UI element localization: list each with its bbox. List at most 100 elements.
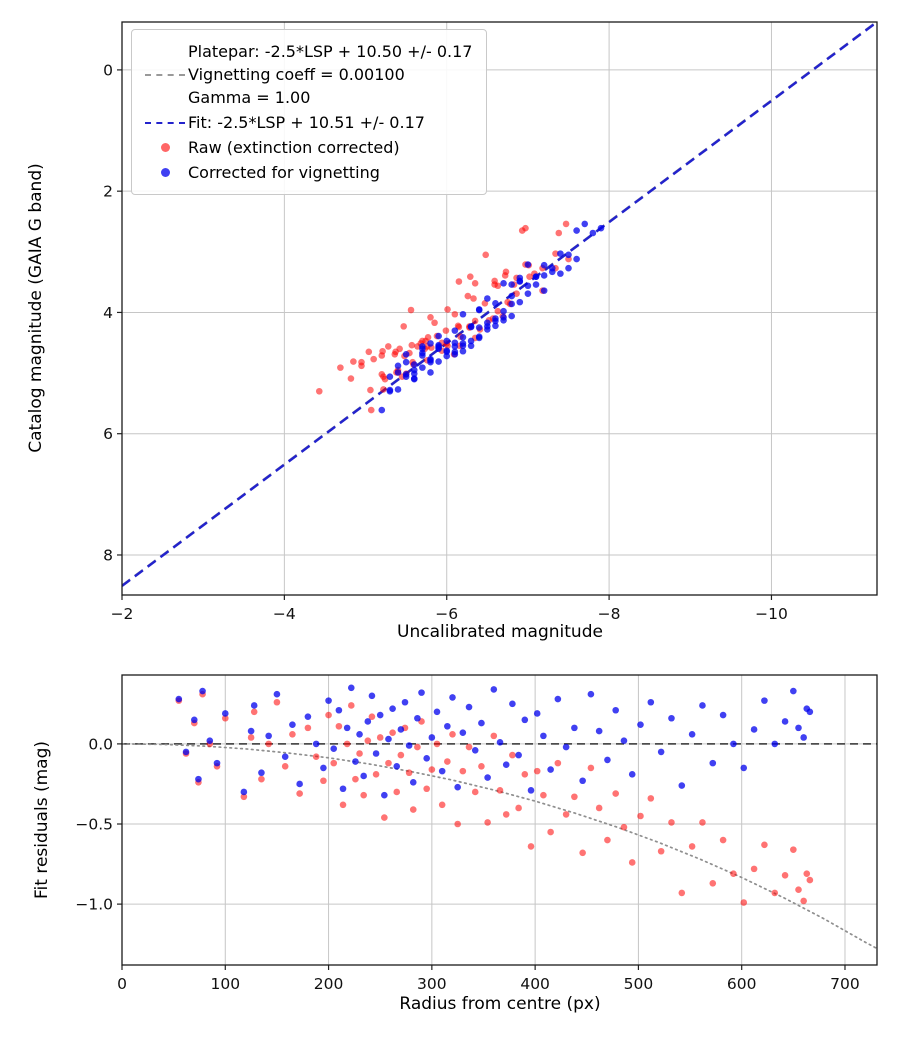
raw-residual-point	[304, 724, 312, 732]
raw-residual-point	[376, 734, 384, 741]
corrected-point	[597, 224, 605, 232]
corrected-point	[475, 324, 483, 331]
corrected-residual-point	[330, 745, 338, 753]
corrected-point	[573, 255, 580, 263]
corrected-point	[402, 350, 410, 358]
raw-point	[444, 342, 451, 350]
corrected-points	[378, 220, 605, 414]
top-x-axis-label: Uncalibrated magnitude	[397, 622, 603, 642]
raw-residual-point	[490, 732, 498, 740]
legend-platepar-line2: Vignetting coeff = 0.00100	[188, 65, 405, 84]
corrected-residual-point	[352, 758, 359, 765]
raw-residual-point	[339, 801, 347, 809]
raw-point	[427, 313, 434, 321]
corrected-point	[508, 300, 515, 308]
raw-residual-point	[320, 777, 327, 785]
raw-point	[392, 348, 399, 356]
raw-residual-point	[312, 753, 320, 761]
corrected-residual-point	[325, 697, 332, 704]
corrected-residual-point	[428, 734, 436, 741]
corrected-point	[378, 406, 386, 414]
corrected-residual-point	[312, 740, 320, 748]
raw-residual-point	[471, 788, 479, 796]
raw-residual-point	[521, 771, 529, 778]
raw-residual-point	[730, 870, 737, 877]
top-x-tick-label: −6	[435, 605, 458, 623]
corrected-residual-point	[527, 787, 535, 794]
raw-residual-point	[438, 801, 446, 809]
residuals-chart: 0 100 200 300 400 500 600 700 0.0 −0.5 −1.0	[75, 674, 878, 993]
corrected-point	[565, 251, 572, 259]
corrected-residual-point	[433, 708, 441, 716]
corrected-residual-point	[265, 732, 272, 740]
raw-residual-point	[478, 763, 485, 770]
raw-point	[380, 386, 387, 393]
bottom-x-tick-label: 300	[417, 975, 447, 993]
raw-point	[400, 323, 408, 330]
raw-point	[419, 337, 426, 345]
raw-point	[408, 341, 416, 349]
corrected-residual-point	[478, 719, 485, 727]
raw-residual-point	[604, 836, 611, 844]
corrected-residual-point	[771, 740, 779, 748]
corrected-residual-point	[393, 763, 401, 770]
raw-residual-point	[389, 729, 396, 736]
raw-point	[407, 306, 415, 314]
corrected-point	[524, 261, 532, 268]
raw-residual-point	[620, 823, 628, 831]
raw-residual-point	[240, 793, 248, 801]
corrected-residual-point	[175, 695, 183, 703]
raw-point	[384, 343, 392, 350]
corrected-residual-point	[571, 724, 578, 732]
corrected-point	[524, 290, 532, 297]
legend-raw-label: Raw (extinction corrected)	[188, 138, 400, 157]
corrected-residual-point	[730, 740, 737, 748]
corrected-point	[475, 333, 483, 340]
corrected-point	[500, 313, 507, 321]
bottom-x-tick-label: 500	[624, 975, 654, 993]
bottom-x-tick-label: 700	[830, 975, 860, 993]
corrected-residual-point	[199, 687, 206, 695]
bottom-x-tick-label: 100	[210, 975, 240, 993]
fit-line	[122, 22, 877, 587]
raw-residual-point	[289, 730, 296, 738]
corrected-residual-point	[240, 788, 248, 796]
corrected-point	[459, 310, 467, 318]
raw-residual-point	[699, 819, 706, 826]
corrected-residual-point	[490, 686, 498, 693]
corrected-residual-point	[795, 724, 802, 732]
raw-residual-point	[790, 846, 797, 853]
raw-residual-point	[579, 849, 586, 857]
corrected-residual-point	[381, 791, 388, 799]
raw-point	[552, 250, 559, 257]
corrected-residual-point	[540, 732, 547, 740]
raw-residual-point	[364, 737, 372, 744]
raw-residual-point	[343, 740, 351, 748]
corrected-residual-point	[595, 727, 603, 735]
raw-residual-point	[405, 769, 413, 777]
raw-residual-point	[502, 811, 510, 818]
raw-residual-point	[547, 828, 554, 836]
raw-residual-point	[397, 751, 405, 759]
raw-residual-point	[533, 767, 541, 775]
raw-residual-point	[281, 763, 289, 770]
bottom-tick-marks	[117, 743, 846, 970]
fit-dashed-line-icon	[142, 121, 188, 124]
corrected-point	[451, 348, 459, 356]
raw-residual-point	[484, 819, 491, 826]
raw-point	[562, 220, 570, 228]
top-y-tick-label: 4	[103, 304, 113, 322]
corrected-residual-point	[459, 729, 467, 736]
raw-residual-point	[414, 743, 421, 751]
raw-point	[442, 327, 450, 334]
raw-residual-point	[647, 795, 655, 802]
bottom-x-tick-label: 200	[314, 975, 344, 993]
corrected-residual-point	[533, 710, 541, 717]
corrected-residual-point	[515, 751, 522, 759]
corrected-point	[419, 364, 426, 371]
raw-point	[522, 224, 529, 232]
corrected-residual-point	[604, 756, 611, 764]
corrected-residual-point	[281, 753, 289, 761]
top-x-tick-label: −4	[273, 605, 296, 623]
corrected-point	[516, 298, 524, 306]
